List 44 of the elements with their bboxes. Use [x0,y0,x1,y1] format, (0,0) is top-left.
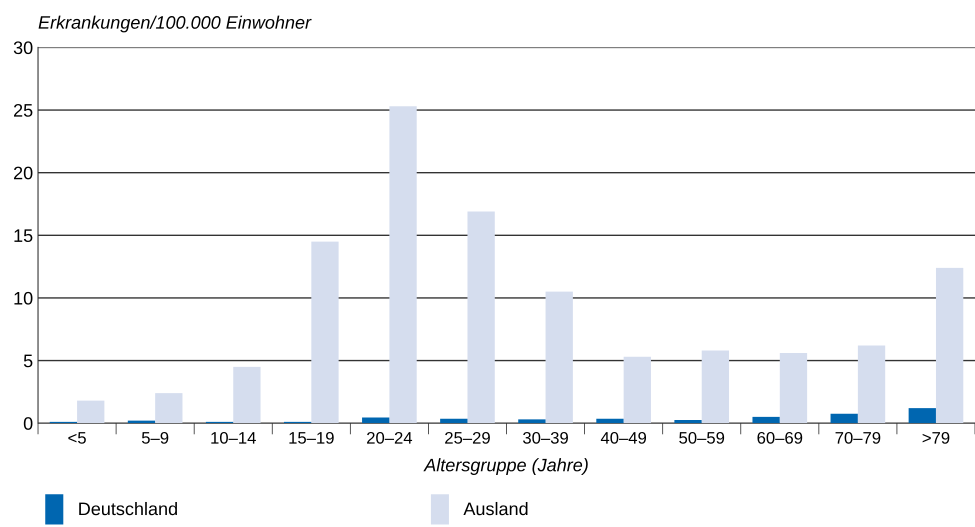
bar [518,419,546,424]
bar [389,106,417,424]
y-axis-title: Erkrankungen/100.000 Einwohner [38,16,312,32]
legend-label: Deutschland [79,502,177,516]
bar [440,418,468,424]
bar [780,353,808,424]
y-tick-label: 10 [14,292,32,305]
bar [624,356,651,424]
y-tick-label: 20 [14,166,32,180]
bar [77,400,104,424]
bar [362,418,390,424]
x-tick-label: 50–59 [679,432,724,444]
x-tick-label: 70–79 [836,432,880,444]
x-tick-label: 20–24 [367,432,412,444]
x-tick-label: 60–69 [757,432,802,444]
bar [702,350,730,424]
y-tick-label: 30 [14,41,32,54]
y-tick-label: 15 [14,229,32,242]
bar [936,268,964,424]
x-tick-label: 25–29 [445,432,490,444]
bar [830,414,858,424]
y-tick-label: 5 [24,354,32,368]
bar [155,393,182,424]
bar [908,408,936,424]
bar [128,420,156,424]
x-tick-label: 15–19 [289,432,334,444]
bar [596,418,624,424]
y-tick-label: 25 [14,104,32,117]
bar [311,242,339,424]
bar [858,346,886,424]
bar [752,416,780,424]
x-tick-label: 40–49 [600,432,646,444]
x-tick-label: 10–14 [211,432,256,444]
bar [467,212,495,424]
x-tick-label: 30–39 [523,432,568,444]
x-tick-label: >79 [922,432,950,444]
y-tick-label: 0 [24,417,32,430]
bar [233,366,261,424]
bar [546,292,573,424]
x-tick-label: 5–9 [142,432,168,444]
bar [674,420,702,424]
x-tick-label: <5 [68,432,86,444]
x-axis-title: Altersgruppe (Jahre) [423,458,588,475]
legend-label: Ausland [463,502,528,516]
